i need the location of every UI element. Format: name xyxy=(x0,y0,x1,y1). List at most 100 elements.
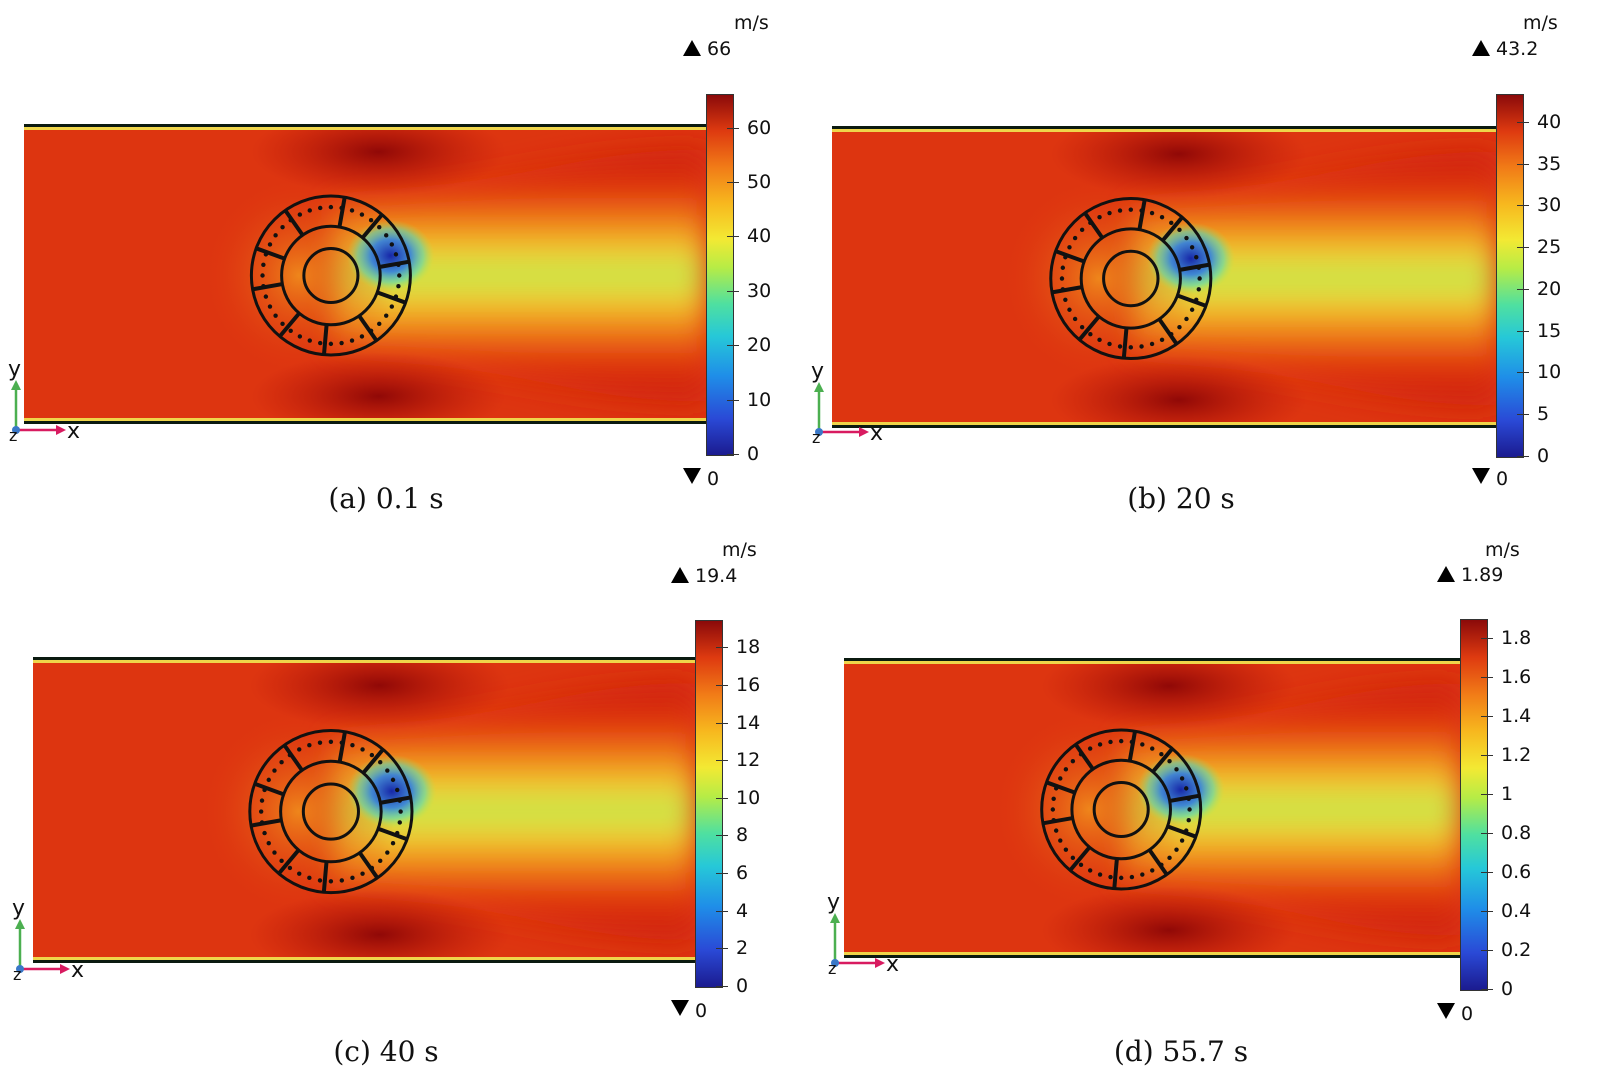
colorbar-tick-label: 25 xyxy=(1537,236,1562,259)
max-label: 1.89 xyxy=(1437,564,1503,586)
colorbar-tick-label: 30 xyxy=(1537,194,1562,217)
bolt-hole xyxy=(1196,287,1201,292)
middle-ring xyxy=(1079,227,1182,330)
colorbar-tick xyxy=(722,797,728,799)
wall-top xyxy=(832,126,1496,129)
z-axis-label: z xyxy=(828,959,836,975)
bolt-hole xyxy=(1067,307,1072,312)
colorbar-tick xyxy=(1523,330,1529,332)
velocity-field xyxy=(24,124,706,424)
bolt-hole xyxy=(360,747,365,752)
spoke xyxy=(283,209,305,237)
cylinder-structure xyxy=(248,728,414,895)
bolt-hole xyxy=(359,212,365,217)
bolt-hole xyxy=(390,777,396,783)
colorbar-tick xyxy=(1523,163,1529,165)
bolt-hole xyxy=(349,338,355,343)
bolt-hole xyxy=(259,798,265,803)
bolt-hole xyxy=(1088,331,1093,337)
colorbar-tick-label: 6 xyxy=(736,862,749,885)
colorbar-tick-label: 14 xyxy=(736,711,761,734)
spoke xyxy=(1121,327,1129,359)
colorbar-tick-label: 1.8 xyxy=(1501,626,1532,649)
bolt-hole xyxy=(259,820,265,825)
bolt-hole xyxy=(1159,214,1165,220)
colorbar-tick-label: 40 xyxy=(747,225,772,248)
bolt-hole xyxy=(384,313,389,318)
wall-bottom xyxy=(24,421,706,424)
bolt-hole xyxy=(261,283,266,289)
low-velocity-pocket xyxy=(346,219,435,292)
colorbar-tick xyxy=(733,399,739,401)
bolt-hole xyxy=(350,743,355,748)
colorbar-tick-label: 0 xyxy=(1537,445,1550,467)
bolt-hole xyxy=(1159,862,1164,868)
wall-top xyxy=(24,124,706,127)
unit-label: m/s xyxy=(1485,539,1520,561)
field-svg xyxy=(832,126,1496,428)
min-label: 0 xyxy=(683,468,719,490)
spoke xyxy=(1147,848,1169,876)
colorbar-tick-inner xyxy=(1517,330,1523,332)
bolt-hole xyxy=(328,879,334,884)
spoke xyxy=(1054,249,1085,264)
colorbar: 0 0.2 0.4 0.6 0.8 1 1.2 1.4 1.6 1.8 xyxy=(1460,619,1531,999)
spoke xyxy=(1157,318,1179,346)
colorbar-tick-label: 20 xyxy=(747,334,772,357)
colorbar: 0 5 10 15 20 25 30 35 40 xyxy=(1496,94,1561,466)
colorbar-tick-label: 50 xyxy=(747,171,772,194)
bolt-hole xyxy=(1078,751,1084,757)
min-triangle-icon xyxy=(683,468,701,484)
bolt-hole xyxy=(1179,838,1185,843)
axis-triad: y x z xyxy=(807,359,887,447)
colorbar-tick-label: 20 xyxy=(1537,277,1562,300)
spoke xyxy=(250,818,282,828)
colorbar-tick xyxy=(722,684,728,686)
panel-b: 0 5 10 15 20 25 30 35 40 m/s 43.2 0 y x z (b) 20 s xyxy=(799,0,1598,545)
bolt-hole xyxy=(266,840,271,846)
z-axis-label: z xyxy=(13,965,21,981)
bolt-hole xyxy=(377,321,382,327)
spoke xyxy=(380,795,412,805)
y-arrowhead-icon xyxy=(830,913,840,923)
spoke xyxy=(358,851,380,880)
spoke xyxy=(1051,285,1083,295)
spoke xyxy=(1068,845,1092,872)
bolt-hole xyxy=(317,878,323,883)
bolt-hole xyxy=(267,242,273,247)
bolt-hole xyxy=(1128,345,1133,350)
max-label: 43.2 xyxy=(1472,38,1538,60)
colorbar-tick-label: 18 xyxy=(736,636,761,659)
x-axis-label: x xyxy=(67,419,80,442)
min-value: 0 xyxy=(1496,468,1509,490)
cylinder-structure xyxy=(249,194,412,357)
bolt-hole xyxy=(272,850,277,855)
bolt-hole xyxy=(390,840,396,846)
bolt-hole xyxy=(350,875,355,881)
min-triangle-icon xyxy=(1472,468,1490,484)
front-region xyxy=(1002,178,1195,379)
low-velocity-pocket xyxy=(1137,753,1225,826)
wall-bottom xyxy=(844,955,1460,958)
middle-ring xyxy=(280,224,382,327)
colorbar-tick-inner xyxy=(1517,456,1523,457)
spoke xyxy=(278,311,301,338)
bolt-hole xyxy=(1140,872,1145,877)
bolt-hole xyxy=(307,875,312,881)
bolt-hole xyxy=(280,321,285,327)
bolt-hole xyxy=(1058,838,1063,843)
z-axis-dot xyxy=(831,959,839,967)
colorbar-tick-inner xyxy=(1517,121,1523,123)
spoke xyxy=(1179,262,1210,272)
bolt-hole xyxy=(1197,276,1202,281)
min-label: 0 xyxy=(671,1000,707,1022)
bolt-hole xyxy=(1117,344,1123,349)
colorbar: 0 2 4 6 8 10 12 14 16 18 xyxy=(695,620,760,996)
unit-label: m/s xyxy=(722,539,757,561)
wall-bottom-rim xyxy=(33,957,695,960)
colorbar-tick-label: 35 xyxy=(1537,152,1562,175)
y-arrowhead-icon xyxy=(15,919,25,929)
bolt-hole xyxy=(1117,208,1123,213)
wall-top-rim xyxy=(33,660,695,663)
spoke xyxy=(361,213,384,240)
